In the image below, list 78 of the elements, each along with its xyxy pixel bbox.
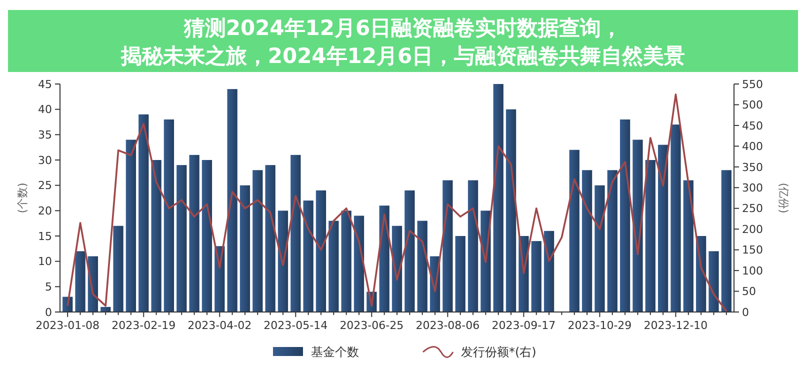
y-tick-label: 25 <box>38 179 52 192</box>
bar <box>75 251 86 312</box>
x-tick-label: 2023-10-29 <box>568 319 632 332</box>
bar <box>164 119 174 312</box>
y-tick-label: 15 <box>38 230 52 243</box>
y-tick-label: 10 <box>38 255 52 268</box>
bar <box>316 190 326 312</box>
bar <box>290 154 301 312</box>
x-tick-label: 2023-09-17 <box>492 319 556 332</box>
y2-tick-label: 400 <box>742 140 763 154</box>
bar <box>594 185 605 312</box>
bar <box>240 185 250 312</box>
bar <box>404 190 415 312</box>
y2-axis-title: (亿份) <box>777 182 790 214</box>
bar <box>721 170 732 312</box>
bar <box>582 170 592 312</box>
y2-tick-label: 500 <box>742 98 763 112</box>
x-tick-label: 2023-05-14 <box>264 319 328 332</box>
y2-tick-label: 50 <box>742 285 756 298</box>
y-tick-label: 35 <box>38 128 52 142</box>
bar <box>151 160 162 312</box>
bar <box>506 109 516 312</box>
bar <box>658 144 668 312</box>
y2-tick-label: 350 <box>742 160 763 174</box>
bar <box>278 210 288 312</box>
bar <box>303 200 314 312</box>
y2-tick-label: 250 <box>742 202 763 216</box>
y2-tick-label: 100 <box>742 264 763 278</box>
y-tick-label: 0 <box>45 306 52 319</box>
bar <box>227 89 238 312</box>
bar <box>607 170 618 312</box>
bar <box>176 165 187 312</box>
y-tick-label: 20 <box>38 204 52 218</box>
x-tick-label: 2023-08-06 <box>416 319 480 332</box>
bar <box>670 124 681 312</box>
bar <box>708 251 719 312</box>
x-tick-label: 2023-02-19 <box>112 319 176 332</box>
y2-tick-label: 450 <box>742 119 763 132</box>
legend-label: 基金个数 <box>311 345 359 360</box>
bar <box>328 220 339 312</box>
x-tick-label: 2023-06-25 <box>340 319 404 332</box>
y-tick-label: 45 <box>38 78 52 91</box>
y-axis-title: (个数) <box>16 182 29 214</box>
x-tick-label: 2023-04-02 <box>188 319 252 332</box>
y-tick-label: 30 <box>38 154 52 167</box>
x-tick-label: 2023-12-10 <box>644 319 708 332</box>
y2-tick-label: 150 <box>742 244 763 257</box>
bar <box>569 150 580 312</box>
bar <box>493 84 504 312</box>
bar <box>544 230 554 312</box>
bar <box>202 160 212 312</box>
legend-label: 发行份额*(右) <box>461 345 536 360</box>
line-series <box>66 93 728 312</box>
bar <box>442 180 453 312</box>
bar <box>341 210 352 312</box>
y2-tick-label: 300 <box>742 181 763 194</box>
y-tick-label: 5 <box>45 280 52 294</box>
bar <box>354 216 364 312</box>
y2-tick-label: 200 <box>742 222 763 236</box>
bar <box>113 226 124 312</box>
bar <box>632 140 643 312</box>
chart-title: 猜测2024年12月6日融资融卷实时数据查询，揭秘未来之旅，2024年12月6日，与融资融卷共舞自然美景 <box>120 16 686 68</box>
bar <box>468 180 478 312</box>
bar <box>189 154 200 312</box>
y2-tick-label: 0 <box>742 306 749 319</box>
bar <box>126 140 136 312</box>
bar <box>645 160 656 312</box>
x-tick-label: 2023-01-08 <box>36 319 100 332</box>
y2-tick-label: 550 <box>742 78 763 91</box>
bar <box>252 170 263 312</box>
bar <box>683 180 694 312</box>
bar <box>417 220 428 312</box>
bar <box>455 236 466 312</box>
bar <box>265 165 276 312</box>
y-tick-label: 40 <box>38 103 52 116</box>
bar <box>138 114 149 312</box>
bar <box>620 119 630 312</box>
bar <box>531 241 542 312</box>
